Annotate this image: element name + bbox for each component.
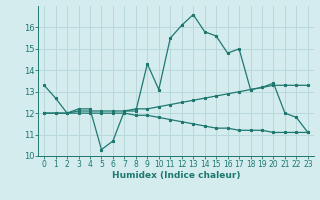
X-axis label: Humidex (Indice chaleur): Humidex (Indice chaleur) <box>112 171 240 180</box>
